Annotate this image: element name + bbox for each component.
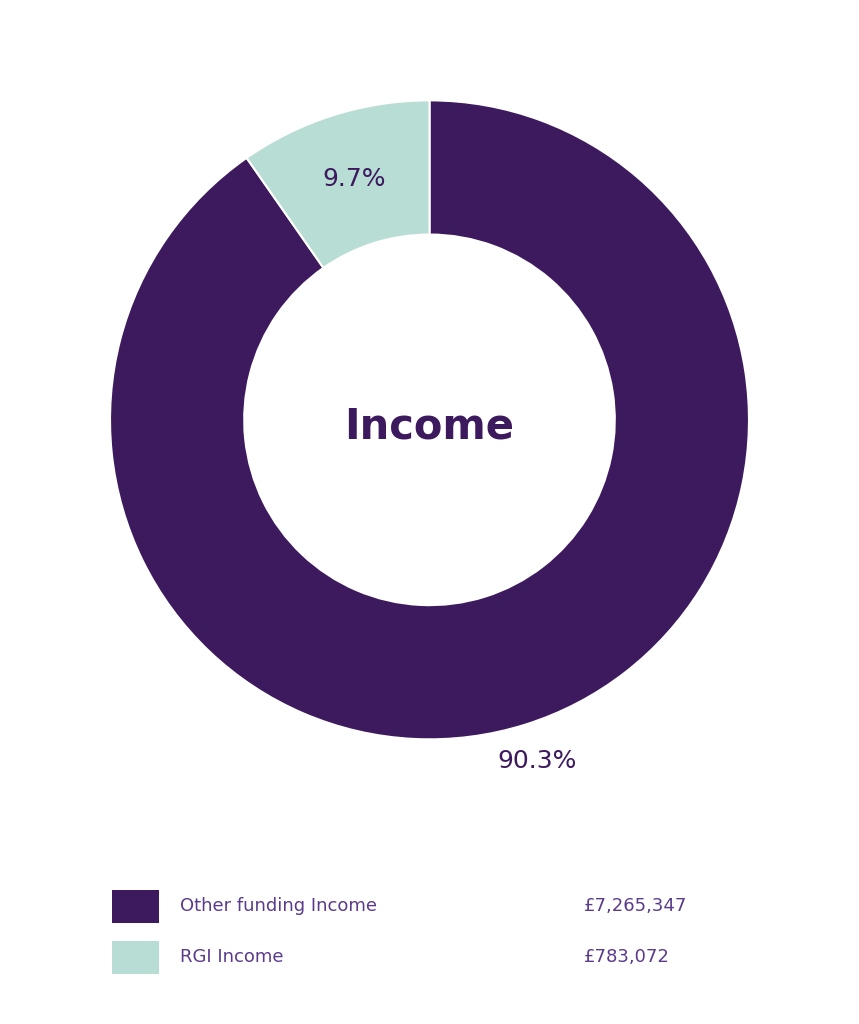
- Text: £783,072: £783,072: [584, 948, 670, 967]
- Text: 90.3%: 90.3%: [497, 750, 576, 773]
- Text: Income: Income: [344, 406, 515, 447]
- Text: 9.7%: 9.7%: [322, 167, 386, 191]
- Text: £7,265,347: £7,265,347: [584, 897, 687, 915]
- Wedge shape: [247, 100, 430, 268]
- Wedge shape: [110, 100, 749, 739]
- Text: RGI Income: RGI Income: [180, 948, 283, 967]
- Text: Other funding Income: Other funding Income: [180, 897, 377, 915]
